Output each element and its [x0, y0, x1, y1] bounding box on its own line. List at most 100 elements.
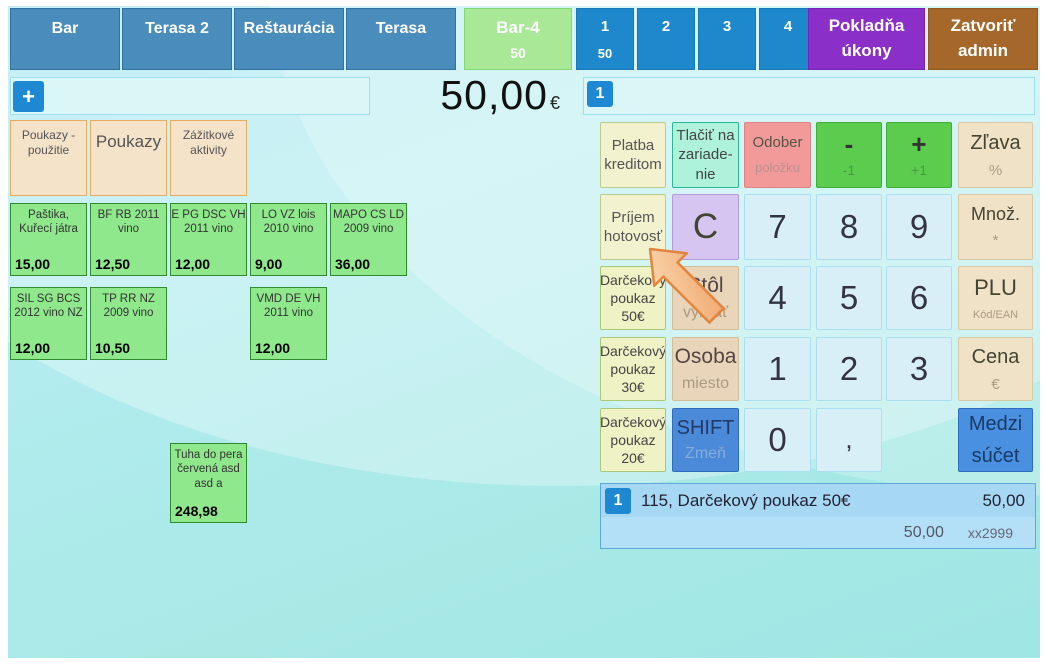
category-label: Zážitkové aktivity: [182, 128, 235, 157]
tab-room-bar[interactable]: Bar: [10, 8, 120, 70]
cash-income-button[interactable]: Príjem hotovosť: [600, 194, 666, 260]
page-number: 3: [722, 18, 732, 35]
product-tuha-do-pera[interactable]: Tuha do pera červená asd asd a 248,98: [170, 443, 247, 523]
plus-icon: +: [911, 128, 927, 159]
product-e-pg-dsc[interactable]: E PG DSC VH 2011 vino 12,00: [170, 203, 247, 276]
shift-button[interactable]: SHIFT Zmeň: [672, 408, 739, 472]
add-item-button[interactable]: +: [13, 81, 44, 112]
table-amount: 50: [510, 45, 526, 61]
digit-1-button[interactable]: 1: [744, 337, 811, 401]
minus-icon: -: [844, 128, 854, 159]
plu-code-button[interactable]: PLU Kód/EAN: [958, 266, 1033, 330]
digit-0-button[interactable]: 0: [744, 408, 811, 472]
receipt-page-strip[interactable]: [583, 77, 1035, 115]
close-admin-button[interactable]: Zatvoriť admin: [928, 8, 1038, 70]
tab-label: Reštaurácia: [243, 20, 335, 37]
digit-2-button[interactable]: 2: [816, 337, 882, 401]
clear-button[interactable]: C: [672, 194, 739, 260]
category-poukazy-pouzitie[interactable]: Poukazy - použitie: [10, 120, 87, 196]
digit-5-button[interactable]: 5: [816, 266, 882, 330]
order-total-display: 50,00 €: [380, 72, 560, 118]
entry-input-strip[interactable]: [10, 77, 370, 115]
subtotal-button[interactable]: Medzi súčet: [958, 408, 1033, 472]
product-name: Paštika, Kuřecí játra: [19, 209, 78, 236]
receipt-subtotal: 50,00: [903, 523, 944, 541]
product-price: 9,00: [255, 255, 283, 272]
price-button[interactable]: Cena €: [958, 337, 1033, 401]
product-sil-sg-bcs[interactable]: SIL SG BCS 2012 vino NZ 12,00: [10, 287, 87, 360]
product-price: 12,50: [95, 255, 131, 272]
cash-operations-button[interactable]: Pokladňa úkony: [808, 8, 925, 70]
digit-6-button[interactable]: 6: [886, 266, 952, 330]
comma-button[interactable]: ,: [816, 408, 882, 472]
receipt-page-badge: 1: [587, 81, 613, 107]
receipt-summary-row: 50,00 xx2999: [601, 517, 1035, 548]
product-lo-vz-lois[interactable]: LO VZ lois 2010 vino 9,00: [250, 203, 327, 276]
category-poukazy[interactable]: Poukazy: [90, 120, 167, 196]
select-table-button[interactable]: Stôl vybrať: [672, 266, 739, 330]
receipt-ref: xx2999: [967, 524, 1013, 541]
tab-room-terasa[interactable]: Terasa: [346, 8, 456, 70]
product-price: 10,50: [95, 339, 131, 356]
page-number: 1: [600, 18, 610, 35]
plus-icon: +: [22, 83, 35, 109]
tab-label: Terasa: [375, 20, 427, 37]
decrement-button[interactable]: - -1: [816, 122, 882, 188]
digit-9-button[interactable]: 9: [886, 194, 952, 260]
person-seat-button[interactable]: Osoba miesto: [672, 337, 739, 401]
receipt-item-price: 50,00: [982, 490, 1025, 510]
button-label-line1: Pokladňa: [828, 16, 905, 36]
product-name: MAPO CS LD 2009 vino: [333, 209, 404, 236]
product-name: LO VZ lois 2010 vino: [261, 209, 316, 236]
total-amount: 50,00: [440, 72, 548, 118]
euro-icon: €: [991, 375, 1000, 393]
product-tp-rr-nz[interactable]: TP RR NZ 2009 vino 10,50: [90, 287, 167, 360]
tab-room-restauracia[interactable]: Reštaurácia: [234, 8, 344, 70]
receipt-item-row[interactable]: 1 115, Darčekový poukaz 50€ 50,00: [601, 484, 1035, 517]
button-label-line1: Zatvoriť: [950, 16, 1016, 36]
digit-3-button[interactable]: 3: [886, 337, 952, 401]
increment-button[interactable]: + +1: [886, 122, 952, 188]
euro-icon: €: [549, 93, 560, 113]
category-label: Poukazy - použitie: [21, 128, 76, 157]
product-price: 12,00: [255, 339, 291, 356]
digit-4-button[interactable]: 4: [744, 266, 811, 330]
product-price: 15,00: [15, 255, 51, 272]
tab-active-table[interactable]: Bar-4 50: [464, 8, 572, 70]
tab-label: Terasa 2: [145, 20, 209, 37]
table-name: Bar-4: [496, 18, 540, 37]
print-to-device-button[interactable]: Tlačiť na zariade- nie: [672, 122, 739, 188]
product-price: 248,98: [175, 502, 218, 519]
page-number: 4: [783, 18, 793, 35]
gift-voucher-30-button[interactable]: Darčekový poukaz 30€: [600, 337, 666, 401]
page-amount: 50: [597, 46, 613, 61]
product-price: 12,00: [175, 255, 211, 272]
receipt-panel: 1 115, Darčekový poukaz 50€ 50,00 50,00 …: [600, 483, 1036, 549]
tab-page-3[interactable]: 3: [698, 8, 756, 70]
product-name: SIL SG BCS 2012 vino NZ: [14, 293, 83, 320]
product-name: E PG DSC VH 2011 vino: [171, 209, 246, 236]
tab-page-2[interactable]: 2: [637, 8, 695, 70]
tab-label: Bar: [51, 20, 79, 37]
product-price: 36,00: [335, 255, 371, 272]
remove-item-button[interactable]: Odober položku: [744, 122, 811, 188]
tab-page-1[interactable]: 1 50: [576, 8, 634, 70]
product-mapo-cs-ld[interactable]: MAPO CS LD 2009 vino 36,00: [330, 203, 407, 276]
category-label: Poukazy: [95, 132, 162, 151]
gift-voucher-20-button[interactable]: Darčekový poukaz 20€: [600, 408, 666, 472]
digit-8-button[interactable]: 8: [816, 194, 882, 260]
discount-button[interactable]: Zľava %: [958, 122, 1033, 188]
product-vmd-de-vh[interactable]: VMD DE VH 2011 vino 12,00: [250, 287, 327, 360]
gift-voucher-50-button[interactable]: Darčekový poukaz 50€: [600, 266, 666, 330]
product-pastika[interactable]: Paštika, Kuřecí játra 15,00: [10, 203, 87, 276]
digit-7-button[interactable]: 7: [744, 194, 811, 260]
pay-credit-button[interactable]: Platba kreditom: [600, 122, 666, 188]
product-name: Tuha do pera červená asd asd a: [174, 449, 243, 490]
quantity-button[interactable]: Množ. *: [958, 194, 1033, 260]
tab-room-terasa-2[interactable]: Terasa 2: [122, 8, 232, 70]
product-name: TP RR NZ 2009 vino: [102, 293, 155, 320]
category-zazitkove-aktivity[interactable]: Zážitkové aktivity: [170, 120, 247, 196]
product-name: BF RB 2011 vino: [97, 209, 160, 236]
page-number: 2: [661, 18, 671, 35]
product-bf-rb-2011[interactable]: BF RB 2011 vino 12,50: [90, 203, 167, 276]
